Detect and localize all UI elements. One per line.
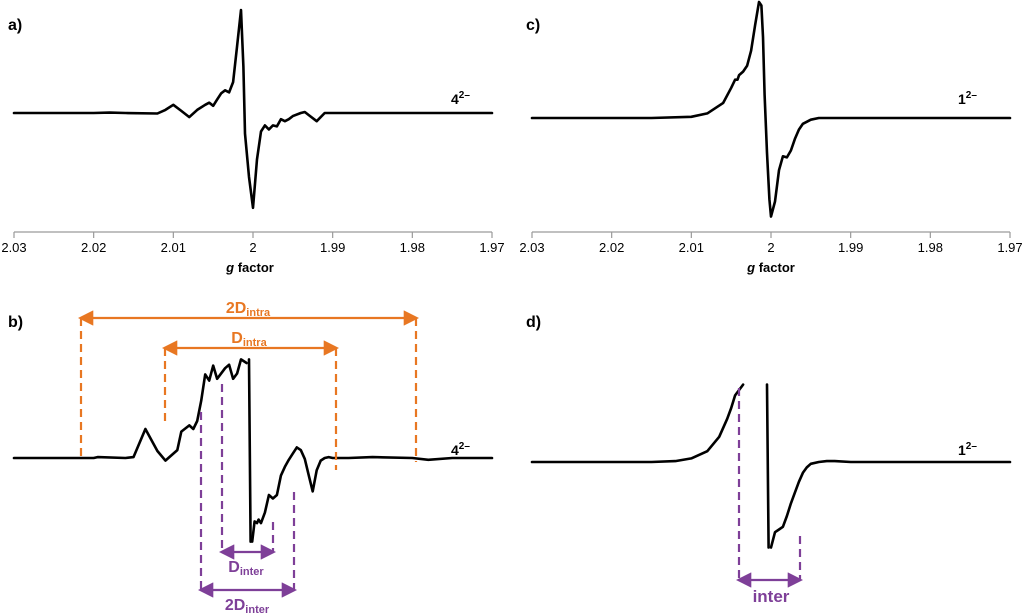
x-tick-label: 2.02: [81, 240, 106, 255]
x-tick-label: 2.03: [519, 240, 544, 255]
label-d-inter: Dinter: [228, 559, 264, 578]
spectrum-line-d-0: [530, 383, 745, 464]
x-tick-label: 2.01: [161, 240, 186, 255]
label-d-intra: Dintra: [231, 330, 267, 349]
x-tick-label: 2: [249, 240, 256, 255]
label-2d-inter: 2Dinter: [225, 597, 270, 616]
spectrum-line-b-1: [247, 358, 252, 543]
spectra-layer: [12, 0, 1012, 549]
x-axis-panel-c: 2.03 2.02 2.01 2 1.99 1.98 1.97: [519, 231, 1023, 255]
label-inter: inter: [753, 587, 790, 606]
x-tick-label: 1.97: [997, 240, 1022, 255]
spectrum-line-b-2: [250, 446, 494, 543]
compound-label-a: 42–: [451, 90, 470, 107]
spectrum-line-a-0: [12, 8, 494, 210]
x-axis-title-c: g factor: [746, 260, 795, 275]
x-tick-label: 2.03: [1, 240, 26, 255]
spectrum-line-d-1: [765, 383, 770, 549]
spectrum-line-b-0: [12, 358, 248, 462]
panel-label-a: a): [8, 17, 22, 34]
compound-label-b: 42–: [451, 441, 470, 458]
x-tick-label: 1.99: [320, 240, 345, 255]
x-axis-title-a: g factor: [225, 260, 274, 275]
compound-label-c: 12–: [958, 90, 977, 107]
spectrum-line-c-0: [530, 0, 1012, 218]
x-axis-panel-a: 2.03 2.02 2.01 2 1.99 1.98 1.97: [1, 231, 505, 255]
panel-label-d: d): [526, 314, 541, 331]
label-2d-intra: 2Dintra: [226, 300, 271, 319]
annotation-2d-intra: [77, 310, 420, 462]
x-tick-label: 2.01: [679, 240, 704, 255]
annotation-d-intra: [161, 340, 340, 470]
spectrum-line-d-2: [769, 459, 1012, 549]
x-tick-label: 1.98: [400, 240, 425, 255]
annotation-2d-inter: [197, 412, 298, 598]
panel-label-c: c): [526, 17, 540, 34]
compound-label-d: 12–: [958, 441, 977, 458]
x-tick-label: 1.99: [838, 240, 863, 255]
annotation-d-inter: [218, 384, 277, 560]
annotation-inter-d: [735, 388, 804, 588]
x-tick-label: 1.97: [479, 240, 504, 255]
x-tick-label: 1.98: [918, 240, 943, 255]
x-tick-label: 2.02: [599, 240, 624, 255]
panel-label-b: b): [8, 314, 23, 331]
x-tick-label: 2: [767, 240, 774, 255]
